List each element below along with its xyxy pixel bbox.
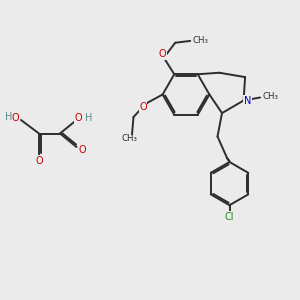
- Text: O: O: [139, 102, 147, 112]
- Text: O: O: [12, 113, 20, 123]
- Text: CH₃: CH₃: [122, 134, 138, 143]
- Text: O: O: [158, 49, 166, 59]
- Text: O: O: [35, 155, 43, 166]
- Text: O: O: [74, 112, 82, 123]
- Text: H: H: [5, 112, 12, 122]
- Text: H: H: [85, 112, 93, 123]
- Text: N: N: [244, 95, 251, 106]
- Text: CH₃: CH₃: [192, 35, 208, 44]
- Text: Cl: Cl: [225, 212, 234, 222]
- Text: O: O: [78, 145, 86, 155]
- Text: CH₃: CH₃: [262, 92, 278, 101]
